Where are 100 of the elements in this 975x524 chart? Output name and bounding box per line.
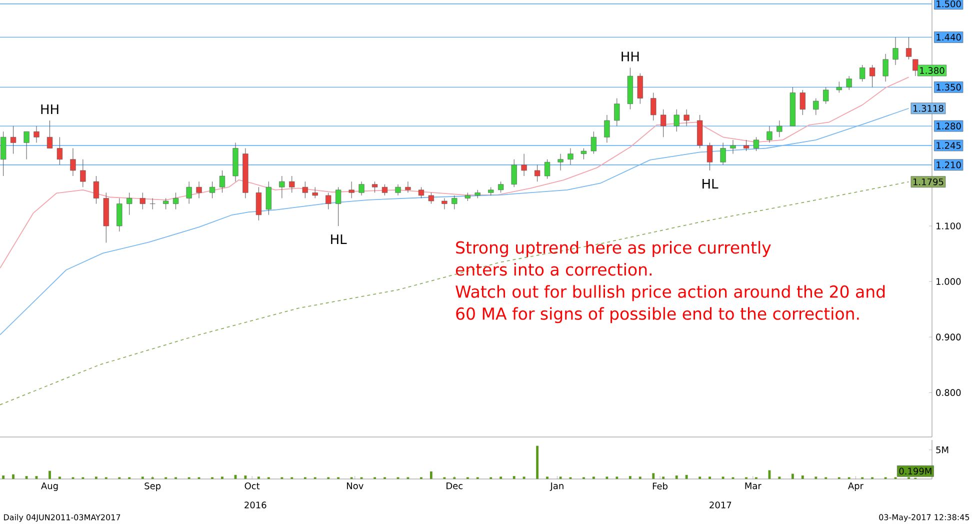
- bar: [430, 471, 432, 479]
- bar: [685, 474, 688, 479]
- candlestick: [442, 198, 448, 210]
- candlestick: [34, 126, 40, 143]
- annotation: HL: [331, 234, 347, 244]
- candlestick: [279, 176, 285, 198]
- x-tick-label: Jan: [550, 482, 564, 491]
- candlestick: [766, 126, 772, 143]
- x-tick-label: Apr: [848, 482, 864, 491]
- candlestick: [730, 140, 736, 154]
- ref-line-label: 1.500: [936, 0, 961, 8]
- candlestick: [418, 186, 424, 198]
- data-label: 1.3118: [913, 104, 944, 112]
- y-tick-label: 5M: [936, 446, 948, 454]
- annotation: HH: [41, 104, 58, 114]
- bar: [536, 446, 539, 479]
- x-tick-label: Nov: [346, 482, 364, 490]
- candlestick: [358, 181, 364, 196]
- ref-line-label: 1.210: [936, 162, 961, 168]
- bar: [244, 475, 247, 479]
- candlestick: [312, 186, 318, 198]
- candlestick: [372, 181, 378, 193]
- ref-line-label: 1.350: [936, 84, 961, 91]
- candlestick: [706, 142, 713, 171]
- annotation: 1.380: [920, 67, 944, 74]
- candlestick: [614, 98, 620, 126]
- candlestick: [912, 59, 918, 76]
- candlestick: [266, 181, 272, 216]
- candlestick: [405, 181, 411, 193]
- annotation: HL: [702, 179, 718, 188]
- candlestick: [776, 120, 782, 138]
- x-tick-label: Mar: [745, 482, 762, 490]
- candlestick: [80, 159, 86, 188]
- candlestick: [511, 159, 517, 188]
- annotation: HH: [622, 52, 639, 62]
- candlestick: [637, 73, 643, 104]
- x-tick-label: Sep: [144, 482, 161, 492]
- candlestick: [428, 192, 434, 204]
- candlestick: [289, 176, 295, 193]
- bar: [2, 475, 5, 479]
- candlestick: [860, 64, 866, 82]
- candlestick: [753, 136, 760, 152]
- y-tick-label: 1.100: [936, 222, 961, 230]
- bar: [628, 476, 632, 479]
- candlestick: [219, 170, 226, 193]
- annotation: Watch out for bullish price action around the 20 and 60 MA for signs of possible end to the correction.: [456, 285, 885, 324]
- candlestick: [720, 142, 726, 166]
- data-label: 1.1795: [913, 178, 944, 186]
- data-label: 0.199M: [899, 468, 932, 475]
- ref-line-label: 1.280: [936, 122, 961, 130]
- candlestick: [10, 126, 16, 154]
- candlestick: [882, 54, 888, 82]
- x-tick-label: Oct: [244, 482, 260, 490]
- x-tick-label: Aug: [41, 482, 58, 491]
- candlestick: [580, 148, 587, 160]
- candlestick: [336, 186, 342, 226]
- candlestick: [534, 164, 540, 182]
- ref-line-label: 1.245: [936, 142, 961, 149]
- candlestick: [800, 90, 806, 116]
- candlestick: [452, 195, 458, 210]
- candlestick: [846, 76, 852, 90]
- candlestick: [93, 176, 99, 204]
- candlestick: [382, 184, 388, 196]
- candlestick: [544, 159, 550, 180]
- candlestick: [813, 98, 819, 116]
- candlestick: [302, 181, 308, 198]
- candlestick: [906, 36, 912, 60]
- candlestick: [256, 186, 262, 221]
- candlestick: [604, 114, 610, 143]
- text: 2017: [710, 502, 732, 508]
- candlestick: [196, 181, 202, 198]
- candlestick: [46, 120, 53, 148]
- candlestick: [521, 154, 527, 176]
- candlestick: [116, 198, 122, 232]
- candlestick: [150, 198, 156, 210]
- bar: [48, 470, 51, 479]
- candlestick: [568, 148, 574, 166]
- candlestick: [892, 36, 898, 66]
- y-tick-label: 0.900: [936, 334, 961, 340]
- candlestick: [395, 184, 401, 196]
- x-tick-label: Feb: [652, 482, 668, 490]
- candlestick: [172, 192, 179, 210]
- candlestick: [163, 198, 169, 210]
- candlestick: [348, 181, 354, 198]
- y-tick-label: 0.800: [936, 389, 961, 396]
- candlestick: [24, 131, 30, 160]
- candlestick: [209, 181, 216, 198]
- bar: [12, 474, 14, 479]
- x-tick-label: Dec: [446, 482, 463, 490]
- bar: [675, 475, 678, 479]
- candlestick: [836, 81, 842, 93]
- candlestick: [869, 64, 876, 88]
- bar: [512, 476, 516, 479]
- bar: [792, 474, 794, 479]
- candlestick: [558, 154, 564, 171]
- candlestick: [684, 109, 690, 126]
- candlestick: [498, 181, 504, 193]
- candlestick: [126, 192, 132, 216]
- y-tick-label: 1.000: [936, 278, 961, 285]
- text: 03-May-2017 12:38:45: [879, 514, 970, 522]
